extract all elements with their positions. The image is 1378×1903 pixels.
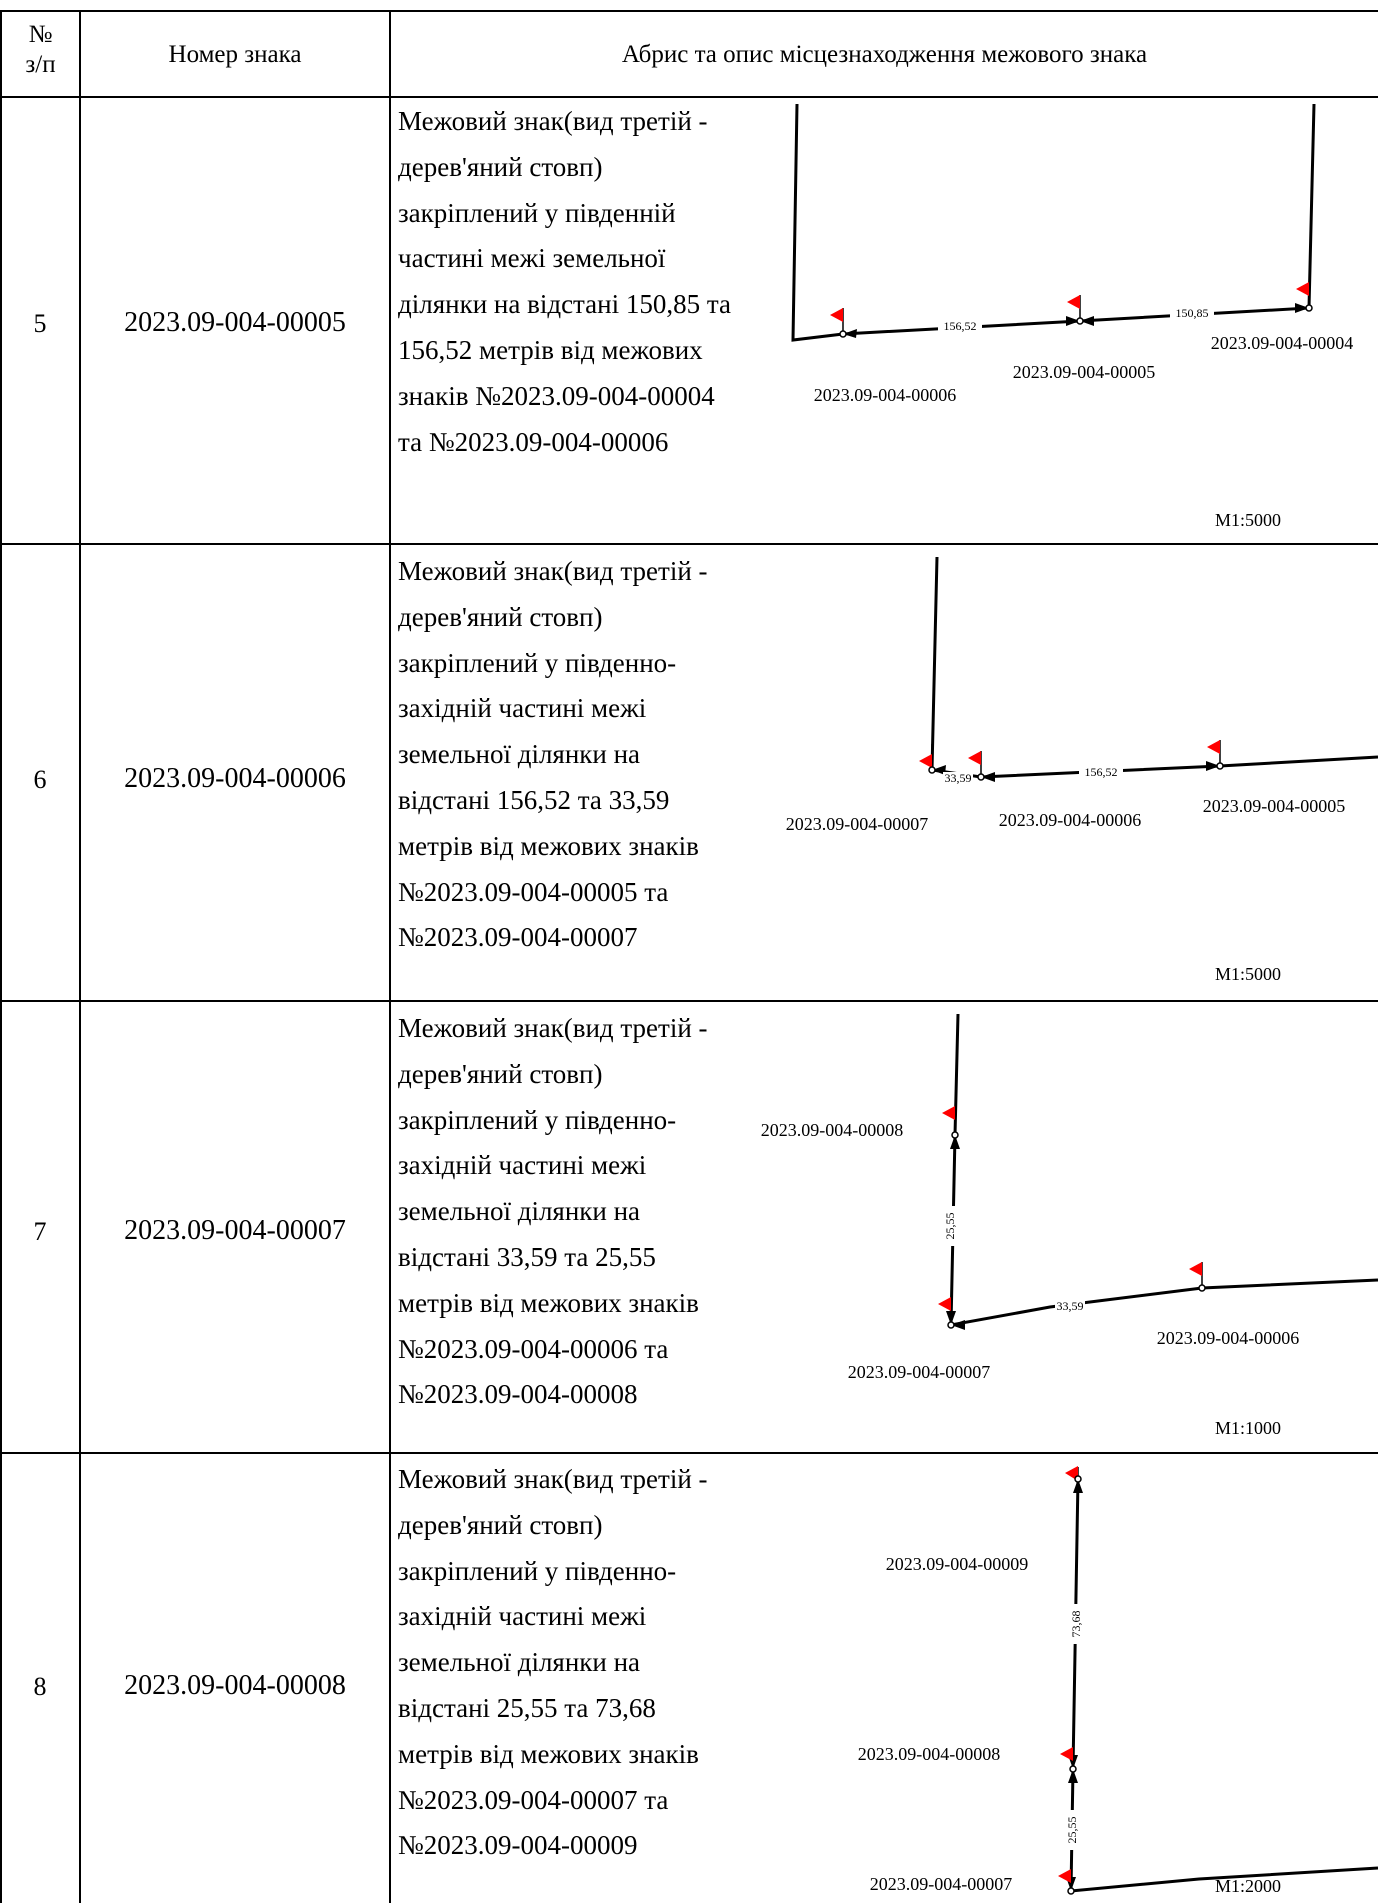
sketch-mark-label: 2023.09-004-00007 — [848, 1362, 991, 1382]
distance-label: 156,52 — [1085, 765, 1118, 779]
description-line: закріплений у південно- — [398, 647, 677, 678]
sketch-mark-label: 2023.09-004-00009 — [886, 1554, 1029, 1574]
scale-label: М1:5000 — [1215, 510, 1281, 530]
sketch-mark-label: 2023.09-004-00006 — [999, 810, 1142, 830]
mark-code: 2023.09-004-00007 — [124, 1215, 346, 1246]
mark-code: 2023.09-004-00006 — [124, 763, 346, 794]
description-line: 156,52 метрів від межових — [398, 334, 703, 365]
description-line: дерев'яний стовп) — [398, 601, 603, 632]
mark-description: Межовий знак(вид третій - дерев'яний сто… — [398, 1457, 778, 1869]
sketch-mark-label: 2023.09-004-00008 — [858, 1744, 1001, 1764]
description-line: дерев'яний стовп) — [398, 151, 603, 182]
description-line: західній частині межі — [398, 693, 647, 724]
distance-label: 33,59 — [1057, 1299, 1084, 1313]
description-line: земельної ділянки на — [398, 1196, 641, 1227]
description-line: та №2023.09-004-00006 — [398, 426, 669, 457]
description-line: метрів від межових знаків — [398, 1287, 699, 1318]
table-row-divider — [0, 96, 1378, 98]
description-line: №2023.09-004-00009 — [398, 1830, 638, 1861]
sketch-mark-label: 2023.09-004-00005 — [1203, 796, 1346, 816]
table-border-left — [0, 10, 2, 1903]
description-line: №2023.09-004-00008 — [398, 1379, 638, 1410]
description-line: земельної ділянки на — [398, 739, 641, 770]
row-number: 8 — [33, 1672, 47, 1701]
row-number: 5 — [33, 309, 47, 338]
description-line: Межовий знак(вид третій - — [398, 556, 708, 586]
description-line: ділянки на відстані 150,85 та — [398, 289, 731, 320]
description-line: закріплений у південній — [398, 197, 676, 228]
table-column-divider — [389, 10, 391, 1903]
sketch-mark-label: 2023.09-004-00007 — [870, 1874, 1013, 1894]
mark-code: 2023.09-004-00008 — [124, 1670, 346, 1701]
description-line: Межовий знак(вид третій - — [398, 106, 708, 136]
sketch-mark-label: 2023.09-004-00004 — [1211, 333, 1354, 353]
distance-label: 156,52 — [944, 319, 977, 333]
mark-description: Межовий знак(вид третій - дерев'яний сто… — [398, 1006, 778, 1418]
description-line: №2023.09-004-00007 та — [398, 1784, 669, 1815]
sketch-mark-label: 2023.09-004-00005 — [1013, 362, 1156, 382]
description-line: Межовий знак(вид третій - — [398, 1464, 708, 1494]
description-line: відстані 25,55 та 73,68 — [398, 1692, 656, 1723]
table-row-divider — [0, 543, 1378, 545]
description-line: частині межі земельної — [398, 243, 666, 274]
table-border-top — [0, 10, 1378, 12]
sketch-mark-label: 2023.09-004-00006 — [814, 385, 957, 405]
header-code: Номер знака — [168, 41, 302, 68]
description-line: західній частині межі — [398, 1150, 647, 1181]
description-line: відстані 156,52 та 33,59 — [398, 784, 670, 815]
description-line: земельної ділянки на — [398, 1647, 641, 1678]
description-line: відстані 33,59 та 25,55 — [398, 1241, 656, 1272]
scale-label: М1:1000 — [1215, 1418, 1281, 1438]
table-row-divider — [0, 1452, 1378, 1454]
mark-description: Межовий знак(вид третій - дерев'яний сто… — [398, 549, 778, 961]
description-line: Межовий знак(вид третій - — [398, 1013, 708, 1043]
description-line: закріплений у південно- — [398, 1555, 677, 1586]
description-line: знаків №2023.09-004-00004 — [398, 380, 715, 411]
distance-label: 25,55 — [1065, 1817, 1079, 1844]
description-line: №2023.09-004-00006 та — [398, 1333, 669, 1364]
header-num-label: з/п — [25, 51, 56, 78]
sketch-mark-label: 2023.09-004-00008 — [761, 1120, 904, 1140]
description-line: дерев'яний стовп) — [398, 1509, 603, 1540]
description-line: закріплений у південно- — [398, 1104, 677, 1135]
distance-label: 25,55 — [943, 1213, 957, 1240]
distance-label: 73,68 — [1069, 1611, 1083, 1638]
table-column-divider — [79, 10, 81, 1903]
description-line: метрів від межових знаків — [398, 1738, 699, 1769]
description-line: дерев'яний стовп) — [398, 1058, 603, 1089]
description-line: західній частині межі — [398, 1601, 647, 1632]
mark-code: 2023.09-004-00005 — [124, 307, 346, 338]
header-num-symbol: № — [28, 21, 53, 48]
description-line: №2023.09-004-00005 та — [398, 876, 669, 907]
row-number: 6 — [33, 765, 47, 794]
distance-label: 150,85 — [1176, 306, 1209, 320]
scale-label: М1:2000 — [1215, 1876, 1281, 1896]
table-row-divider — [0, 1000, 1378, 1002]
row-number: 7 — [33, 1217, 47, 1246]
sketch-mark-label: 2023.09-004-00006 — [1157, 1328, 1300, 1348]
sketch-mark-label: 2023.09-004-00007 — [786, 814, 929, 834]
description-line: №2023.09-004-00007 — [398, 922, 638, 953]
scale-label: М1:5000 — [1215, 964, 1281, 984]
description-line: метрів від межових знаків — [398, 830, 699, 861]
header-description: Абрис та опис місцезнаходження межового … — [621, 41, 1148, 68]
distance-label: 33,59 — [945, 771, 972, 785]
mark-description: Межовий знак(вид третій - дерев'яний сто… — [398, 99, 778, 465]
